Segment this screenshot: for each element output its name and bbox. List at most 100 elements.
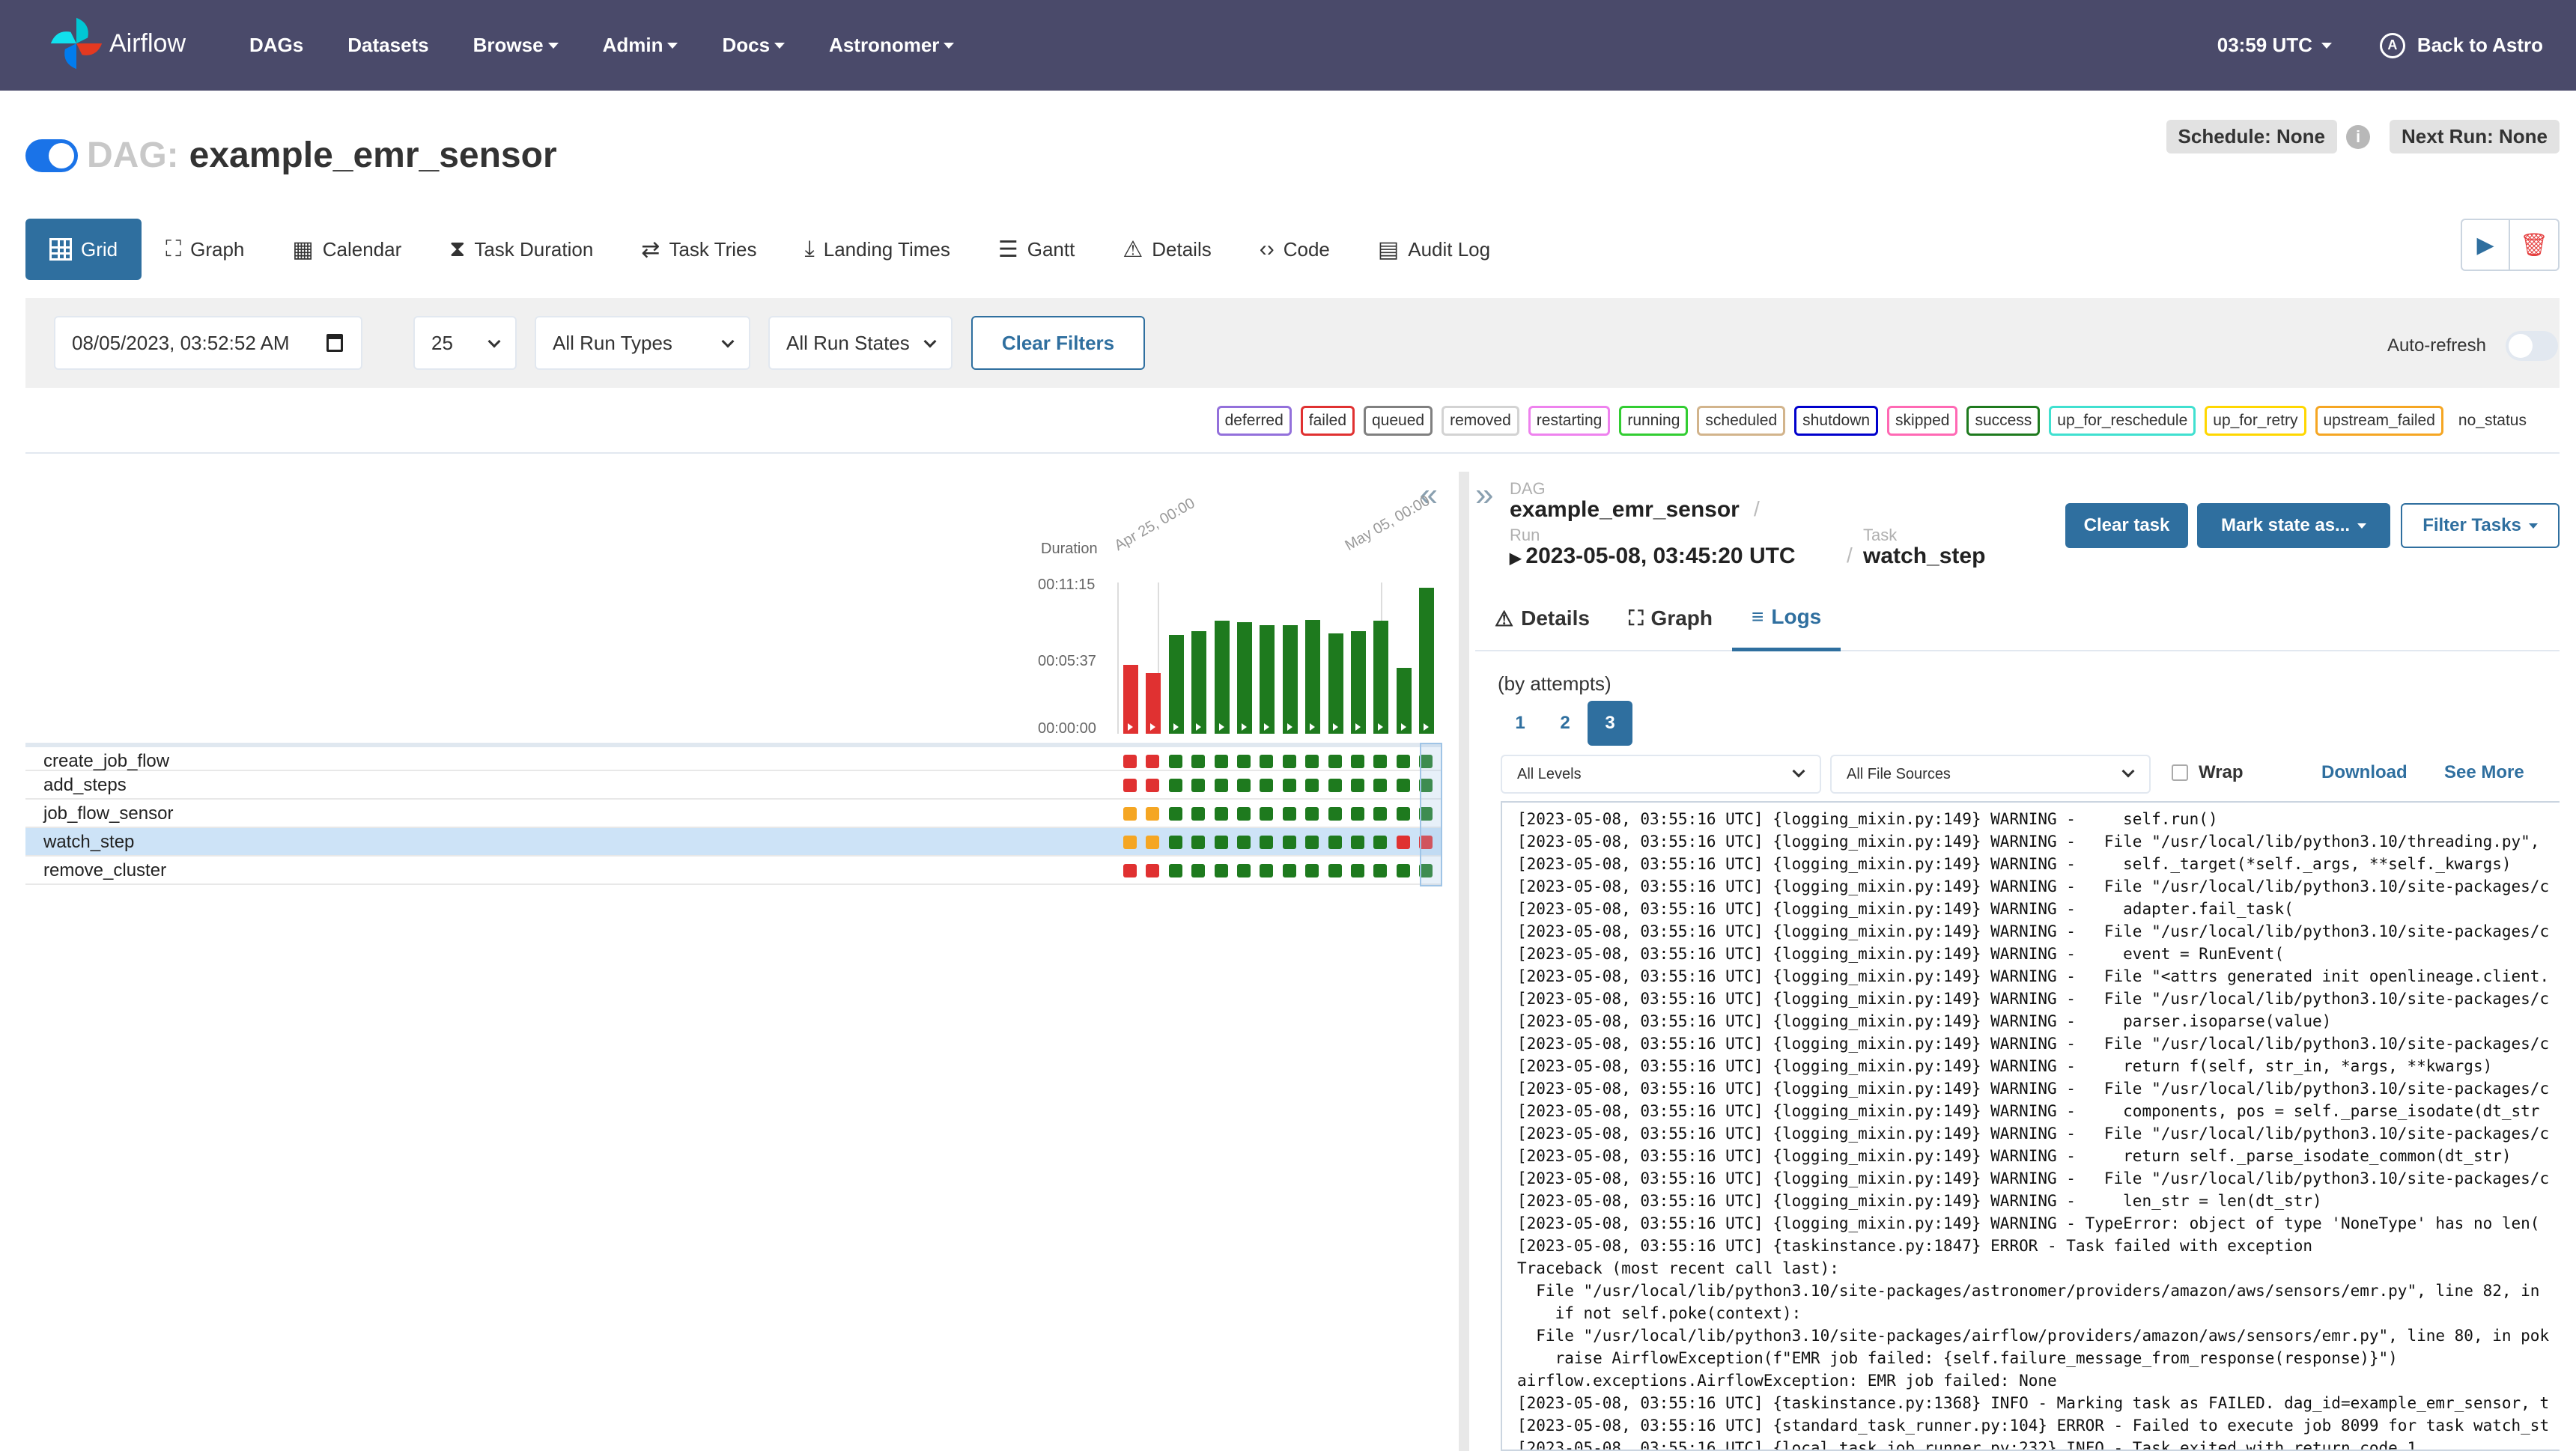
collapse-grid-icon[interactable]: «: [1419, 476, 1438, 513]
task-instance-cell[interactable]: [1305, 755, 1319, 768]
details-tab-logs[interactable]: ≡ Logs: [1732, 585, 1841, 651]
task-instance-cell[interactable]: [1305, 779, 1319, 792]
selected-run-column[interactable]: [1420, 743, 1442, 886]
task-row[interactable]: watch_step: [25, 828, 1441, 857]
task-instance-cell[interactable]: [1168, 755, 1182, 768]
task-instance-cell[interactable]: [1396, 836, 1410, 849]
timezone-dropdown[interactable]: 03:59 UTC: [2217, 34, 2332, 57]
duration-bar[interactable]: [1351, 631, 1366, 734]
task-instance-cell[interactable]: [1237, 807, 1251, 821]
task-instance-cell[interactable]: [1168, 864, 1182, 877]
task-instance-cell[interactable]: [1191, 755, 1206, 768]
wrap-checkbox[interactable]: Wrap: [2172, 762, 2244, 783]
duration-bar[interactable]: [1214, 621, 1230, 734]
task-instance-cell[interactable]: [1328, 779, 1342, 792]
legend-item-scheduled[interactable]: scheduled: [1697, 406, 1786, 436]
task-instance-cell[interactable]: [1396, 755, 1410, 768]
duration-bar[interactable]: [1419, 588, 1435, 734]
task-instance-cell[interactable]: [1419, 779, 1433, 792]
task-instance-cell[interactable]: [1191, 836, 1206, 849]
task-instance-cell[interactable]: [1123, 755, 1137, 768]
base-date-input[interactable]: 08/05/2023, 03:52:52 AM: [54, 316, 362, 370]
tab-grid[interactable]: Grid: [25, 219, 142, 280]
panel-splitter[interactable]: [1459, 472, 1469, 1451]
duration-bar[interactable]: [1123, 664, 1138, 734]
task-instance-cell[interactable]: [1191, 807, 1206, 821]
task-instance-cell[interactable]: [1373, 779, 1388, 792]
nav-link-docs[interactable]: Docs: [722, 34, 786, 57]
task-instance-cell[interactable]: [1328, 755, 1342, 768]
task-instance-cell[interactable]: [1214, 807, 1228, 821]
task-name[interactable]: create_job_flow: [43, 751, 170, 771]
task-instance-cell[interactable]: [1123, 807, 1137, 821]
run-types-select[interactable]: All Run Types: [535, 316, 750, 370]
auto-refresh-toggle[interactable]: [2506, 331, 2558, 361]
nav-link-browse[interactable]: Browse: [473, 34, 559, 57]
duration-bar[interactable]: [1237, 621, 1252, 734]
legend-item-running[interactable]: running: [1619, 406, 1689, 436]
task-instance-cell[interactable]: [1214, 836, 1228, 849]
task-instance-cell[interactable]: [1328, 807, 1342, 821]
task-instance-cell[interactable]: [1305, 807, 1319, 821]
task-instance-cell[interactable]: [1282, 755, 1296, 768]
task-name[interactable]: job_flow_sensor: [43, 803, 174, 824]
duration-bar[interactable]: [1168, 634, 1184, 734]
tab-gantt[interactable]: ☰ Gantt: [974, 219, 1099, 280]
task-instance-cell[interactable]: [1373, 836, 1388, 849]
tab-landing-times[interactable]: ⤓ Landing Times: [780, 219, 973, 280]
task-instance-cell[interactable]: [1146, 864, 1160, 877]
task-instance-cell[interactable]: [1282, 864, 1296, 877]
task-instance-cell[interactable]: [1351, 864, 1364, 877]
legend-item-deferred[interactable]: deferred: [1216, 406, 1292, 436]
task-instance-cell[interactable]: [1305, 864, 1319, 877]
dag-title[interactable]: example_emr_sensor: [189, 136, 557, 175]
task-instance-cell[interactable]: [1237, 755, 1251, 768]
task-instance-cell[interactable]: [1419, 864, 1433, 877]
run-states-select[interactable]: All Run States: [768, 316, 953, 370]
task-instance-cell[interactable]: [1351, 755, 1364, 768]
task-instance-cell[interactable]: [1419, 755, 1433, 768]
task-instance-cell[interactable]: [1260, 807, 1274, 821]
task-instance-cell[interactable]: [1237, 779, 1251, 792]
task-instance-cell[interactable]: [1351, 836, 1364, 849]
breadcrumb-dag[interactable]: example_emr_sensor: [1510, 497, 1740, 522]
details-tab-graph[interactable]: ⛶ Graph: [1609, 585, 1732, 651]
task-instance-cell[interactable]: [1396, 864, 1410, 877]
task-instance-cell[interactable]: [1328, 836, 1342, 849]
duration-bar[interactable]: [1328, 633, 1343, 734]
log-source-select[interactable]: All File Sources: [1830, 755, 2151, 794]
task-name[interactable]: add_steps: [43, 775, 127, 795]
legend-item-success[interactable]: success: [1966, 406, 2041, 436]
mark-state-button[interactable]: Mark state as...: [2197, 503, 2390, 548]
nav-link-admin[interactable]: Admin: [603, 34, 678, 57]
breadcrumb-run[interactable]: ▶ 2023-05-08, 03:45:20 UTC: [1510, 544, 1796, 569]
task-instance-cell[interactable]: [1260, 864, 1274, 877]
dag-pause-toggle[interactable]: [25, 139, 78, 172]
info-icon[interactable]: i: [2346, 124, 2370, 149]
attempt-button-3[interactable]: 3: [1588, 701, 1632, 746]
filter-tasks-button[interactable]: Filter Tasks: [2401, 503, 2560, 548]
legend-item-shutdown[interactable]: shutdown: [1794, 406, 1879, 436]
task-instance-cell[interactable]: [1146, 779, 1160, 792]
legend-item-queued[interactable]: queued: [1364, 406, 1433, 436]
task-row[interactable]: remove_cluster: [25, 857, 1441, 885]
attempt-button-1[interactable]: 1: [1515, 713, 1525, 733]
details-tab-details[interactable]: ⚠ Details: [1475, 585, 1609, 651]
clear-filters-button[interactable]: Clear Filters: [971, 316, 1145, 370]
legend-item-up-for-retry[interactable]: up_for_retry: [2205, 406, 2306, 436]
log-level-select[interactable]: All Levels: [1501, 755, 1821, 794]
nav-link-dags[interactable]: DAGs: [249, 34, 303, 57]
task-instance-cell[interactable]: [1123, 836, 1137, 849]
task-instance-cell[interactable]: [1191, 779, 1206, 792]
task-instance-cell[interactable]: [1419, 807, 1433, 821]
nav-link-datasets[interactable]: Datasets: [347, 34, 428, 57]
delete-dag-button[interactable]: 🗑: [2510, 219, 2560, 271]
task-instance-cell[interactable]: [1282, 779, 1296, 792]
task-instance-cell[interactable]: [1260, 836, 1274, 849]
task-instance-cell[interactable]: [1123, 864, 1137, 877]
checkbox-icon[interactable]: [2172, 764, 2188, 781]
duration-bar[interactable]: [1282, 624, 1298, 734]
task-instance-cell[interactable]: [1214, 779, 1228, 792]
legend-item-skipped[interactable]: skipped: [1887, 406, 1958, 436]
attempt-button-2[interactable]: 2: [1560, 713, 1570, 733]
